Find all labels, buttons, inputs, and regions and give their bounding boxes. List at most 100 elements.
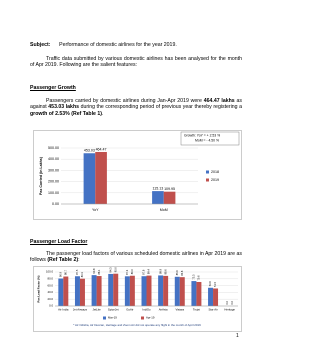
paragraph: Passengers carried by domestic airlines … [30,98,242,117]
bar [91,275,97,306]
legend-label: 2019 [211,178,219,182]
data-label: 95.0 [113,267,117,273]
x-tick-label: MoM [160,208,168,212]
bar [174,276,180,306]
y-tick-label: 0.0 [49,304,53,308]
data-label: 87.5 [75,269,79,275]
y-tick-label: 300.00 [48,168,59,172]
data-label: 453.03 [84,149,95,153]
bar [79,278,85,306]
data-label: 89.9 [158,268,162,274]
page: Subject: Performance of domestic airline… [30,42,243,339]
legend-swatch [141,316,144,320]
y-tick-label: 20.0 [48,297,54,301]
bar [179,277,185,306]
legend-swatch [103,316,106,320]
bar [129,275,135,306]
bar [83,153,96,204]
x-tick-label: Vistara [175,308,184,312]
annotation: Growth: YoY = + 2.53 % [184,133,220,137]
section-heading: Passenger Load Factor [30,239,88,245]
text: The passenger load factors of various sc… [30,251,242,264]
x-tick-label: Jet Airways [73,308,88,312]
data-label: 85.9 [175,270,179,276]
data-label: 84.8 [180,270,184,276]
intro: Traffic data submitted by various domest… [30,56,242,69]
text: . [101,110,104,117]
bar [74,276,80,306]
bar [163,191,176,204]
text: (Ref Table 2) [47,257,79,264]
text: 453.03 lakhs [48,104,79,111]
bar [58,278,64,306]
data-label: 80.3 [80,272,84,278]
x-tick-label: Air India [58,308,69,312]
text: 464.47 lakhs [203,98,235,104]
bar [152,191,164,204]
subject-label: Subject: [30,42,51,48]
data-label: 88.1 [97,269,101,275]
x-tick-label: Heritage [224,308,235,312]
data-label: 115.13 [153,187,164,191]
chart: 0.0 20.0 40.0 60.0 80.0 100.0 Pax Load Factor … [33,266,242,332]
data-label: 0.0 [230,300,234,304]
x-tick-label: IndiGo [142,308,151,312]
y-tick-label: 200.00 [48,180,59,184]
y-axis-label: Pax Carried (in Lakhs) [39,156,43,195]
bar [63,276,69,306]
data-label: 109.95 [164,187,175,191]
bar [196,281,202,306]
annotation: MoM = - 4.50 % [195,138,219,142]
data-label: 86.7 [64,269,68,275]
paragraph: The passenger load factors of various sc… [30,251,242,264]
x-tick-label: GoAir [126,308,133,312]
data-label: 89.4 [147,268,151,274]
chart-border [33,266,242,332]
bar [113,273,119,306]
y-tick-label: 100.00 [48,191,59,195]
text: growth of 2.53% (Ref Table 1) [30,110,102,117]
chart-border [33,130,242,220]
data-label: 53.6 [208,281,212,287]
bar [95,151,107,204]
data-label: 88.6 [163,269,167,275]
x-tick-label: SpiceJet [108,308,119,312]
data-label: 80.9 [59,271,63,277]
y-tick-label: 60.0 [48,283,54,287]
legend-swatch [206,170,209,174]
x-tick-label: Star Air [208,308,217,312]
y-tick-label: 40.0 [48,290,54,294]
bar [208,287,214,306]
y-tick-label: 500.00 [48,146,59,150]
data-label: 94.3 [108,267,112,273]
page-number: 1 [236,333,239,339]
data-label: 87.3 [125,269,129,275]
legend-label: Apr-19 [146,316,155,320]
footnote: * Air Odisha, Air Deccan, Heritage and Z… [73,323,201,327]
bar [141,276,147,306]
data-label: 0.0 [225,300,229,304]
bar [158,275,164,306]
text: : [78,257,80,264]
x-tick-label: JetLite [92,308,101,312]
bar [96,276,102,306]
y-axis-label: Pax Load Factor (%) [37,275,41,302]
data-label: 73.3 [192,274,196,280]
bar [163,275,169,306]
subject-text: Performance of domestic airlines for the… [59,42,177,48]
bar [191,281,197,306]
subject: Subject: Performance of domestic airline… [30,42,242,48]
x-tick-label: AirAsia [159,308,168,312]
data-label: 87.6 [142,269,146,275]
bar [108,273,114,306]
y-tick-label: 400.00 [48,157,59,161]
annotation-box [180,131,240,146]
y-tick-label: 0.00 [52,202,59,206]
section-heading: Passenger Growth [30,85,76,91]
data-label: 464.47 [96,147,107,151]
legend-label: 2018 [211,170,219,174]
bar [213,288,219,306]
legend-label: Mar-19 [108,316,117,320]
data-label: 90.8 [92,268,96,274]
text: Passengers carried by domestic airlines … [46,98,204,104]
